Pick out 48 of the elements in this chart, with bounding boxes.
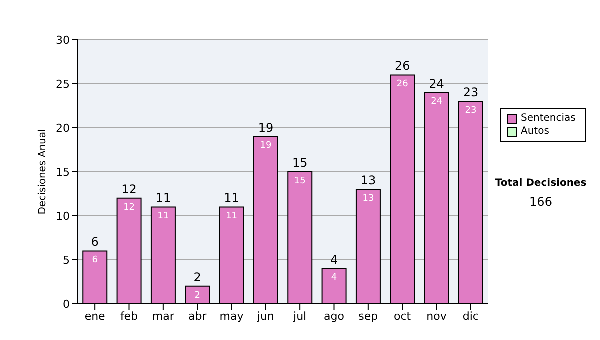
y-tick-label: 20: [56, 122, 70, 135]
total-label: 19: [258, 120, 274, 135]
total-label: 15: [292, 156, 308, 170]
y-tick-label: 0: [63, 298, 70, 311]
x-tick-label: ago: [324, 310, 345, 323]
total-label: 13: [360, 174, 376, 188]
data-label: 24: [431, 97, 443, 108]
total-label: 6: [91, 235, 99, 250]
total-label: 23: [463, 86, 479, 100]
data-label: 26: [396, 80, 409, 90]
x-tick-label: sep: [358, 310, 378, 323]
data-label: 2: [194, 290, 200, 301]
total-label: 12: [122, 182, 137, 196]
x-tick-label: dic: [462, 310, 479, 323]
data-label: 23: [465, 106, 477, 116]
x-tick-label: may: [220, 310, 244, 323]
data-label: 12: [124, 202, 136, 213]
y-tick-label: 15: [56, 166, 70, 179]
x-tick-label: abr: [188, 310, 208, 323]
data-label: 13: [362, 194, 374, 204]
data-label: 4: [331, 273, 338, 284]
total-label: 26: [394, 59, 410, 74]
y-tick-label: 5: [63, 254, 70, 267]
data-label: 11: [226, 212, 238, 222]
legend-label: Sentencias: [521, 112, 576, 125]
x-tick-label: jul: [292, 310, 307, 323]
x-tick-label: jun: [256, 310, 274, 323]
y-tick-label: 25: [56, 78, 70, 91]
total-label: 4: [330, 252, 338, 267]
legend-label: Autos: [521, 125, 550, 138]
text: Total Decisiones: [494, 178, 588, 189]
y-axis-title: Decisiones Anual: [38, 129, 49, 215]
x-tick-label: ene: [84, 310, 106, 323]
data-label: 19: [260, 141, 272, 152]
y-tick-label: 10: [56, 210, 70, 223]
data-label: 11: [158, 212, 170, 222]
total-label: 24: [429, 76, 444, 91]
total-label: 2: [194, 270, 202, 284]
total-label: 11: [224, 191, 240, 206]
x-tick-label: oct: [394, 310, 412, 323]
y-tick-label: 30: [56, 34, 70, 47]
data-label: 15: [294, 176, 306, 186]
text: 166: [528, 195, 554, 209]
x-tick-label: mar: [152, 310, 175, 323]
total-label: 11: [156, 191, 172, 206]
data-label: 6: [92, 256, 98, 266]
x-tick-label: feb: [120, 310, 138, 323]
x-tick-label: nov: [426, 310, 448, 323]
